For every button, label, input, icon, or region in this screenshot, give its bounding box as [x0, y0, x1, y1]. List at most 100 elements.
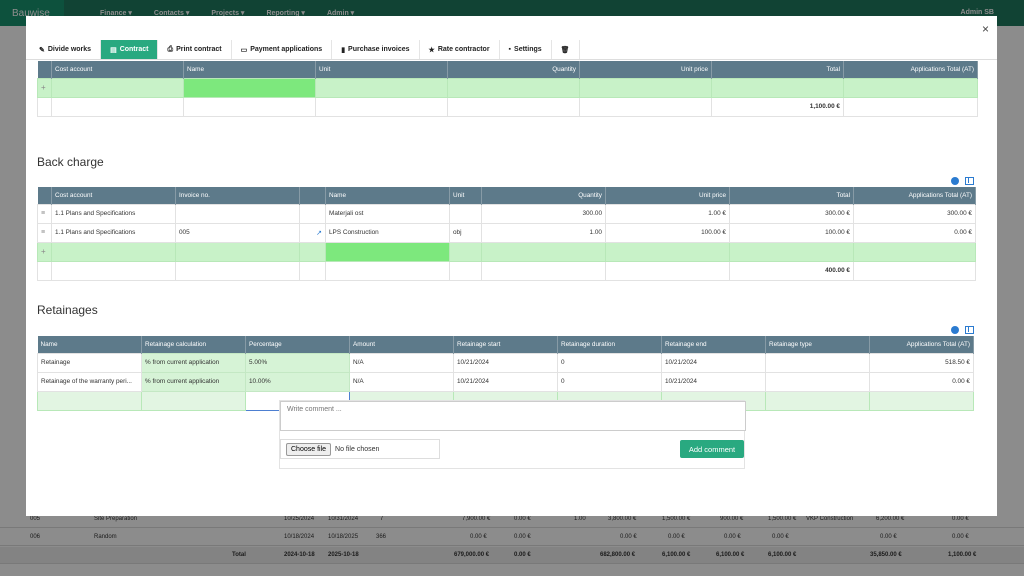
- column-header[interactable]: Percentage: [245, 336, 350, 353]
- column-header[interactable]: Quantity: [447, 61, 580, 78]
- plus-icon[interactable]: +: [37, 77, 52, 98]
- quantity-cell[interactable]: 300.00: [481, 203, 606, 224]
- column-header[interactable]: Retainage end: [661, 336, 766, 353]
- amount-cell[interactable]: N/A: [349, 352, 454, 373]
- sum-row: 1,100.00 €: [37, 96, 978, 117]
- table-cell[interactable]: [579, 77, 712, 98]
- tab-settings[interactable]: ▪ Settings: [500, 40, 552, 59]
- modal-content[interactable]: Cost account Name Unit Quantity Unit pri…: [26, 60, 997, 516]
- table-row[interactable]: ≡ 1.1 Plans and Specifications Materjali…: [37, 203, 976, 224]
- unit-cell[interactable]: [449, 203, 482, 224]
- table-cell[interactable]: [447, 77, 580, 98]
- menu-item-projects[interactable]: Projects ▾: [211, 10, 245, 17]
- tab-divide-works[interactable]: ✎ Divide works: [30, 40, 102, 59]
- drag-handle-icon[interactable]: ≡: [37, 222, 52, 243]
- tab-purchase-invoices[interactable]: ▮ Purchase invoices: [332, 40, 420, 59]
- at-cell: 0.00 €: [853, 222, 976, 243]
- external-link-icon[interactable]: ↗: [299, 222, 326, 243]
- name-cell[interactable]: Retainage: [37, 352, 142, 373]
- unit-price-cell[interactable]: 1.00 €: [605, 203, 730, 224]
- name-cell[interactable]: LPS Construction: [325, 222, 450, 243]
- unit-cell[interactable]: obj: [449, 222, 482, 243]
- type-cell[interactable]: [765, 352, 870, 373]
- printer-icon: ⎙: [167, 45, 174, 53]
- menu-item-admin[interactable]: Admin ▾: [326, 10, 355, 17]
- table-cell[interactable]: [315, 77, 448, 98]
- column-header[interactable]: Name: [325, 187, 450, 204]
- add-comment-button[interactable]: Add comment: [680, 440, 744, 458]
- gear-icon[interactable]: [951, 177, 959, 185]
- cost-account-cell[interactable]: 1.1 Plans and Specifications: [51, 222, 176, 243]
- gear-icon[interactable]: [951, 326, 959, 334]
- name-cell[interactable]: Materjali ost: [325, 203, 450, 224]
- column-header[interactable]: Unit price: [605, 187, 730, 204]
- unit-price-cell[interactable]: 100.00 €: [605, 222, 730, 243]
- tab-rate-contractor[interactable]: ★ Rate contractor: [420, 40, 500, 59]
- calculation-cell[interactable]: % from current application: [141, 371, 246, 392]
- table-row[interactable]: ≡ 1.1 Plans and Specifications 005 ↗ LPS…: [37, 222, 976, 243]
- plus-icon[interactable]: +: [37, 241, 52, 262]
- column-header[interactable]: Retainage duration: [557, 336, 662, 353]
- table-cell[interactable]: [183, 77, 316, 98]
- start-cell[interactable]: 10/21/2024: [453, 352, 558, 373]
- amount-cell[interactable]: N/A: [349, 371, 454, 392]
- table-row[interactable]: Retainage % from current application 5.0…: [37, 352, 974, 373]
- drag-handle-icon[interactable]: ≡: [37, 203, 52, 224]
- duration-cell[interactable]: 0: [557, 371, 662, 392]
- menu-item-finance[interactable]: Finance ▾: [100, 10, 132, 17]
- tab-delete[interactable]: 🗑: [552, 40, 580, 59]
- column-header[interactable]: Name: [183, 61, 316, 78]
- column-header[interactable]: Retainage calculation: [141, 336, 246, 353]
- column-header[interactable]: Applications Total (AT): [869, 336, 974, 353]
- column-header[interactable]: Total: [711, 61, 844, 78]
- invoice-cell[interactable]: 005: [175, 222, 300, 243]
- column-header[interactable]: Unit: [449, 187, 482, 204]
- column-header[interactable]: Invoice no.: [175, 187, 300, 204]
- table-cell[interactable]: [843, 77, 978, 98]
- column-header[interactable]: Applications Total (AT): [853, 187, 976, 204]
- percentage-cell[interactable]: 10.00%: [245, 371, 350, 392]
- column-header[interactable]: Unit price: [579, 61, 712, 78]
- tab-payment-applications[interactable]: ▭ Payment applications: [232, 40, 333, 59]
- file-picker[interactable]: Choose file No file chosen: [280, 439, 440, 459]
- table-row[interactable]: 005 Site Preparation 10/25/2024 10/31/20…: [0, 511, 1024, 528]
- menu-item-reporting[interactable]: Reporting ▾: [266, 10, 305, 17]
- percentage-cell[interactable]: 5.00%: [245, 352, 350, 373]
- invoice-cell[interactable]: [175, 203, 300, 224]
- table-row[interactable]: 006 Random 10/18/2024 10/18/2025 366 0.0…: [0, 529, 1024, 546]
- table-cell[interactable]: [711, 77, 844, 98]
- columns-icon[interactable]: [965, 177, 974, 185]
- tab-print-contract[interactable]: ⎙ Print contract: [158, 40, 232, 59]
- column-header[interactable]: Cost account: [51, 187, 176, 204]
- column-header[interactable]: Name: [37, 336, 142, 353]
- end-cell[interactable]: 10/21/2024: [661, 352, 766, 373]
- new-row[interactable]: +: [37, 241, 976, 262]
- at-cell: 0.00 €: [869, 371, 974, 392]
- comment-input[interactable]: [280, 401, 746, 431]
- choose-file-button[interactable]: Choose file: [286, 442, 332, 456]
- cost-account-cell[interactable]: 1.1 Plans and Specifications: [51, 203, 176, 224]
- tab-contract[interactable]: ▤ Contract: [101, 40, 159, 59]
- new-row[interactable]: +: [37, 77, 978, 98]
- close-icon[interactable]: ×: [981, 22, 989, 36]
- duration-cell[interactable]: 0: [557, 352, 662, 373]
- column-header[interactable]: Applications Total (AT): [843, 61, 978, 78]
- name-cell[interactable]: Retainage of the warranty peri...: [37, 371, 142, 392]
- end-cell[interactable]: 10/21/2024: [661, 371, 766, 392]
- column-header[interactable]: Total: [729, 187, 854, 204]
- quantity-cell[interactable]: 1.00: [481, 222, 606, 243]
- table-row[interactable]: Retainage of the warranty peri... % from…: [37, 371, 974, 392]
- column-header[interactable]: Amount: [349, 336, 454, 353]
- column-header[interactable]: Retainage start: [453, 336, 558, 353]
- column-header[interactable]: Retainage type: [765, 336, 870, 353]
- column-header[interactable]: Unit: [315, 61, 448, 78]
- table-cell[interactable]: [51, 77, 184, 98]
- menu-item-contacts[interactable]: Contacts ▾: [153, 10, 190, 17]
- column-header[interactable]: Cost account: [51, 61, 184, 78]
- column-header[interactable]: Quantity: [481, 187, 606, 204]
- calculation-cell[interactable]: % from current application: [141, 352, 246, 373]
- start-cell[interactable]: 10/21/2024: [453, 371, 558, 392]
- columns-icon[interactable]: [965, 326, 974, 334]
- type-cell[interactable]: [765, 371, 870, 392]
- user-menu[interactable]: Admin SB: [960, 9, 994, 16]
